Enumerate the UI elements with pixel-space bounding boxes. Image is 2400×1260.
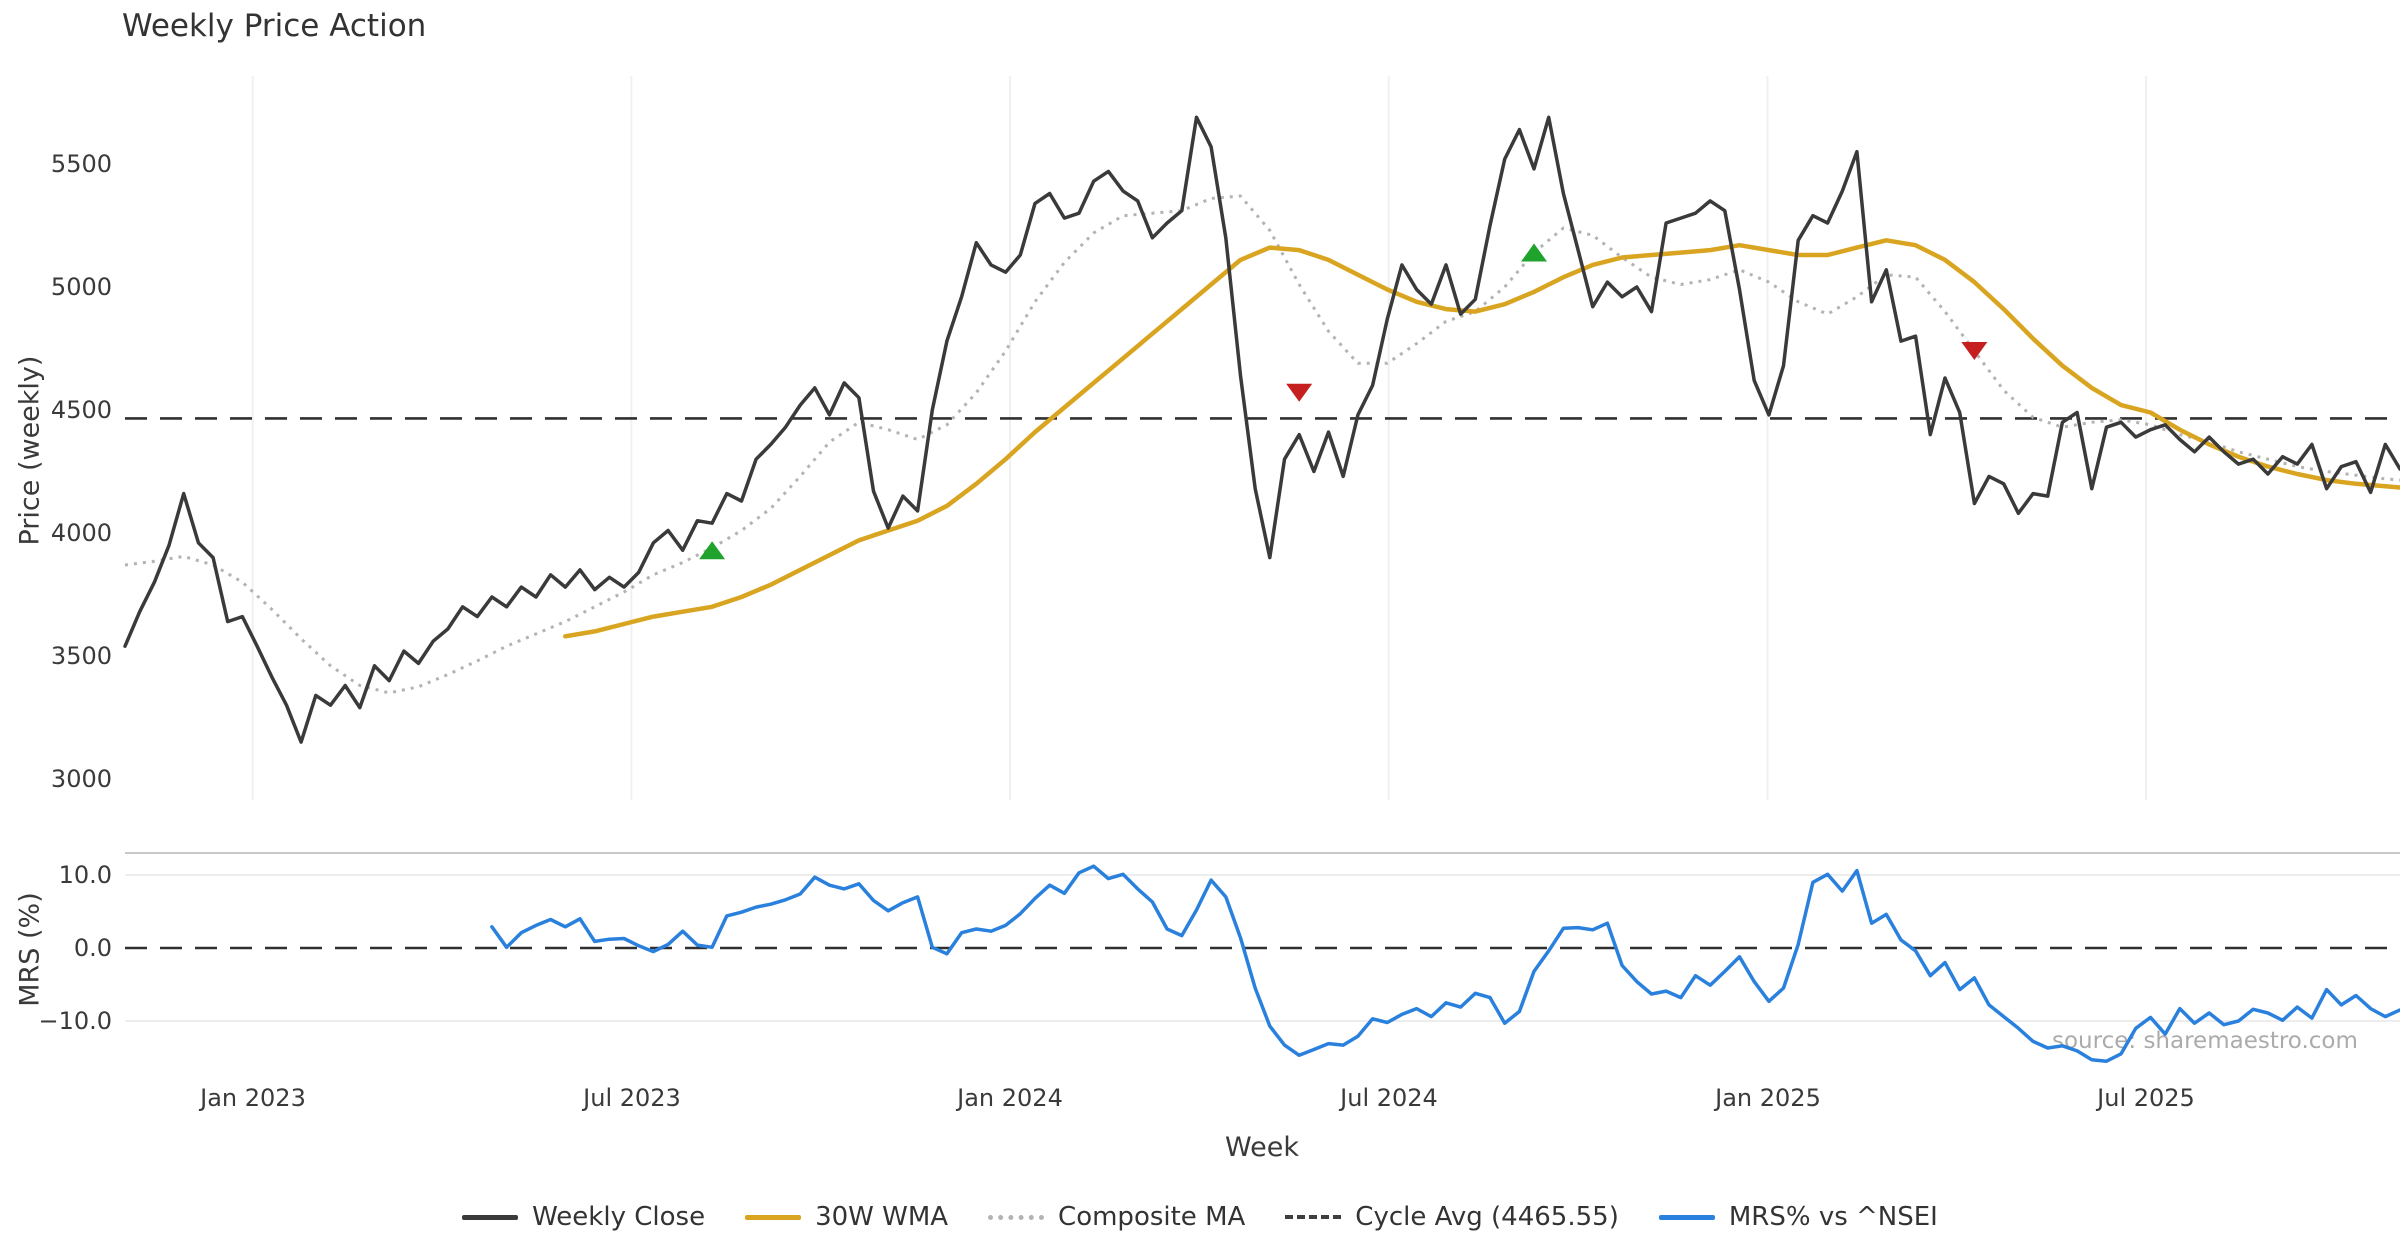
price-ytick-4500: 4500 bbox=[50, 396, 112, 424]
legend-label: Cycle Avg (4465.55) bbox=[1355, 1202, 1619, 1232]
xtick-jul-2024: Jul 2024 bbox=[1340, 1084, 1438, 1112]
price-ytick-5000: 5000 bbox=[50, 273, 112, 301]
composite-ma-line-swatch bbox=[988, 1214, 1045, 1220]
mrs-ytick-0: 0.0 bbox=[73, 934, 112, 962]
xtick-jan-2024: Jan 2024 bbox=[957, 1084, 1063, 1112]
price-ytick-5500: 5500 bbox=[50, 150, 112, 178]
x-axis-label: Week bbox=[1225, 1132, 1299, 1163]
xtick-jul-2025: Jul 2025 bbox=[2097, 1084, 2195, 1112]
mrs-axis-label: MRS (%) bbox=[14, 892, 46, 1007]
price-axis-label: Price (weekly) bbox=[14, 355, 46, 546]
price-ytick-4000: 4000 bbox=[50, 519, 112, 547]
cycle-avg-line-swatch bbox=[1285, 1215, 1342, 1219]
buy-signal-triangle-icon bbox=[1521, 243, 1548, 262]
xtick-jan-2025: Jan 2025 bbox=[1715, 1084, 1821, 1112]
legend-label: Composite MA bbox=[1058, 1202, 1246, 1232]
xtick-jan-2023: Jan 2023 bbox=[200, 1084, 306, 1112]
legend-label: Weekly Close bbox=[532, 1202, 706, 1232]
legend: Weekly Close 30W WMA Composite MA Cycle … bbox=[0, 1202, 2400, 1232]
sell-signal-triangle-icon bbox=[1286, 383, 1313, 402]
buy-signal-triangle-icon bbox=[699, 541, 726, 560]
price-ytick-3000: 3000 bbox=[50, 765, 112, 793]
legend-item-composite-ma: Composite MA bbox=[988, 1202, 1245, 1232]
legend-label: MRS% vs ^NSEI bbox=[1728, 1202, 1938, 1232]
legend-item-mrs: MRS% vs ^NSEI bbox=[1658, 1202, 1938, 1232]
mrs-ytick-10: 10.0 bbox=[58, 861, 112, 889]
legend-item-cycle-avg: Cycle Avg (4465.55) bbox=[1285, 1202, 1619, 1232]
legend-item-30w-wma: 30W WMA bbox=[745, 1202, 948, 1232]
legend-label: 30W WMA bbox=[815, 1202, 949, 1232]
xtick-jul-2023: Jul 2023 bbox=[583, 1084, 681, 1112]
chart-title: Weekly Price Action bbox=[122, 8, 427, 44]
price-ytick-3500: 3500 bbox=[50, 642, 112, 670]
mrs-line-swatch bbox=[1658, 1214, 1715, 1220]
watermark: source: sharemaestro.com bbox=[2052, 1028, 2358, 1054]
sell-signal-triangle-icon bbox=[1961, 341, 1988, 360]
legend-item-weekly-close: Weekly Close bbox=[462, 1202, 705, 1232]
mrs-ytick-m10: −10.0 bbox=[38, 1007, 112, 1035]
wma-line-swatch bbox=[745, 1214, 802, 1220]
weekly-close-line-swatch bbox=[462, 1214, 519, 1220]
